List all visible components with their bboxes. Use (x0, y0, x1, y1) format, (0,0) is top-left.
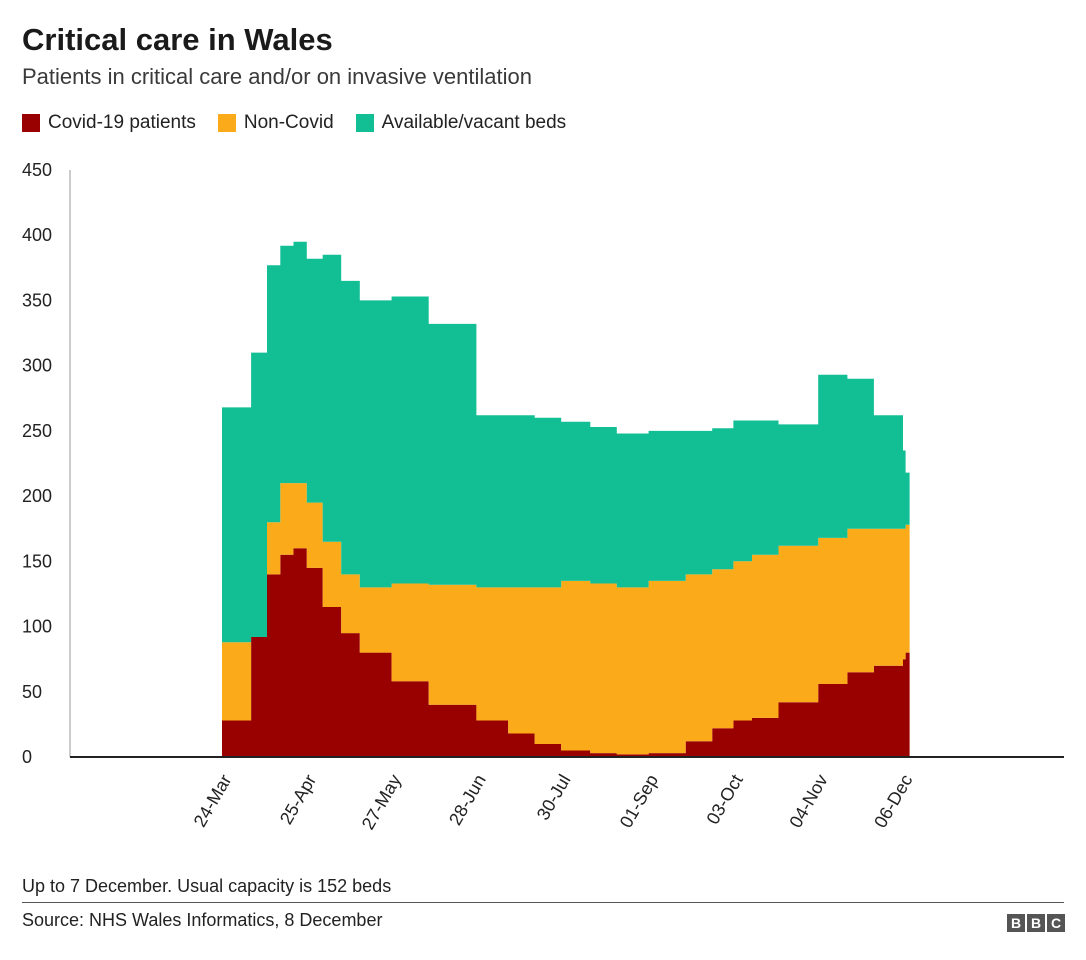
y-tick-label: 350 (22, 290, 52, 310)
footnote: Up to 7 December. Usual capacity is 152 … (22, 876, 392, 896)
y-tick-label: 400 (22, 225, 52, 245)
legend-swatch-covid (22, 114, 40, 132)
x-tick-label: 28-Jun (445, 771, 490, 829)
x-tick-label: 03-Oct (703, 771, 747, 828)
available-area (222, 241, 910, 643)
legend-item-covid: Covid-19 patients (22, 112, 196, 134)
x-tick-label: 30-Jul (533, 771, 575, 823)
legend-label-available: Available/vacant beds (381, 112, 567, 133)
legend-label-covid: Covid-19 patients (48, 112, 196, 133)
bbc-logo-letter: B (1007, 914, 1025, 932)
bbc-logo: B B C (1005, 914, 1065, 932)
noncovid-area (222, 483, 910, 755)
y-tick-label: 200 (22, 486, 52, 506)
x-tick-label: 06-Dec (870, 771, 916, 831)
source-note: Source: NHS Wales Informatics, 8 Decembe… (22, 910, 383, 930)
footer-divider (22, 902, 1064, 903)
legend-item-noncovid: Non-Covid (217, 112, 334, 134)
covid-area (222, 548, 910, 757)
legend: Covid-19 patients Non-Covid Available/va… (22, 112, 588, 134)
legend-item-available: Available/vacant beds (355, 112, 567, 134)
y-tick-label: 150 (22, 551, 52, 571)
x-tick-label: 04-Nov (785, 771, 831, 831)
bbc-logo-letter: C (1047, 914, 1065, 932)
stacked-area-chart: 0 50 100 150 200 250 300 350 400 450 24-Mar 25-Apr 2… (22, 160, 1064, 833)
y-tick-label: 450 (22, 160, 52, 180)
y-tick-label: 0 (22, 747, 32, 767)
chart-title: Critical care in Wales (22, 22, 333, 57)
series-group (222, 241, 910, 757)
legend-swatch-noncovid (217, 114, 236, 132)
x-tick-label: 01-Sep (616, 771, 662, 831)
y-tick-label: 250 (22, 421, 52, 441)
y-tick-label: 300 (22, 356, 52, 376)
legend-label-noncovid: Non-Covid (243, 112, 334, 133)
y-tick-label: 50 (22, 682, 42, 702)
x-tick-label: 25-Apr (276, 771, 320, 828)
chart-subtitle: Patients in critical care and/or on inva… (22, 64, 532, 89)
x-tick-label: 27-May (358, 771, 405, 833)
y-tick-label: 100 (22, 617, 52, 637)
bbc-logo-letter: B (1027, 914, 1045, 932)
x-tick-label: 24-Mar (190, 771, 236, 830)
legend-swatch-available (355, 114, 374, 132)
